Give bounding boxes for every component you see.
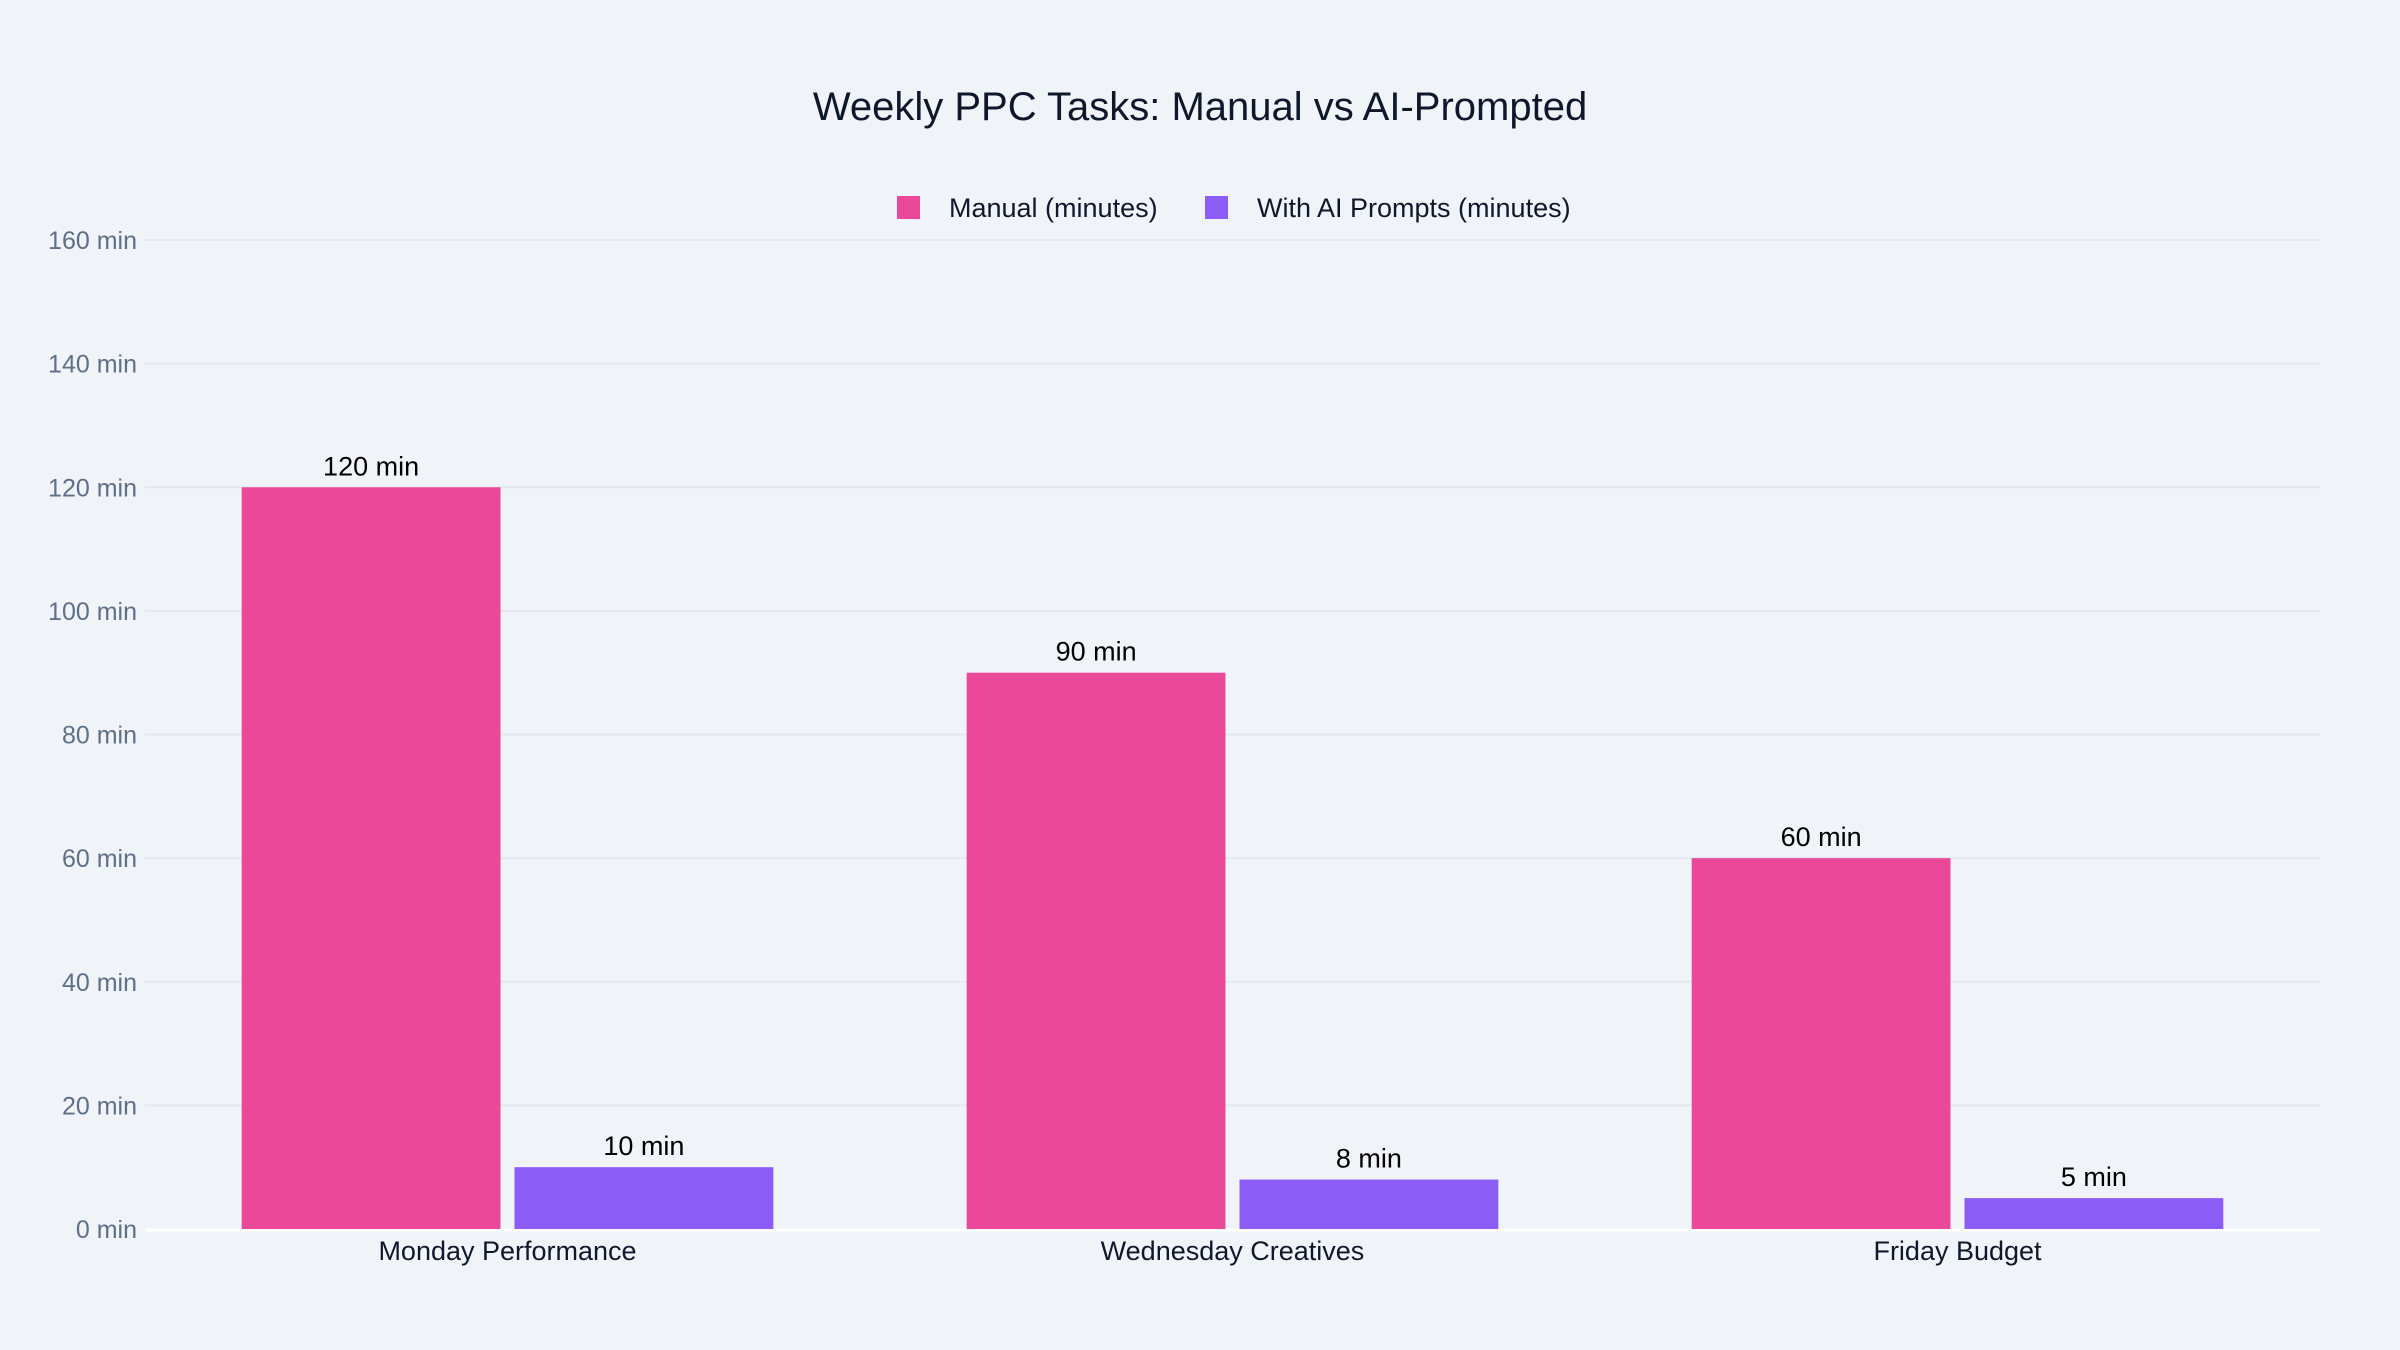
data-label: 120 min bbox=[323, 451, 419, 481]
x-tick-label: Friday Budget bbox=[1873, 1236, 2042, 1266]
y-tick-label: 40 min bbox=[62, 969, 137, 997]
legend: Manual (minutes) With AI Prompts (minutes… bbox=[897, 193, 1571, 223]
y-tick-label: 60 min bbox=[62, 845, 137, 873]
chart-title: Weekly PPC Tasks: Manual vs AI-Prompted bbox=[813, 85, 1587, 129]
y-tick-label: 140 min bbox=[48, 351, 137, 379]
bar-ai-2 bbox=[1964, 1198, 2224, 1229]
bar-ai-1 bbox=[1239, 1179, 1499, 1229]
bars: 120 min 10 min 90 min 8 min 60 min 5 min bbox=[241, 451, 2224, 1229]
data-label: 90 min bbox=[1056, 637, 1137, 667]
bar-manual-2 bbox=[1691, 858, 1951, 1229]
bar-manual-0 bbox=[241, 487, 501, 1229]
legend-swatch bbox=[1205, 196, 1228, 219]
data-label: 10 min bbox=[603, 1131, 684, 1161]
bar-ai-0 bbox=[514, 1167, 774, 1229]
data-label: 8 min bbox=[1336, 1144, 1402, 1174]
bar-manual-1 bbox=[966, 672, 1226, 1229]
y-tick-label: 120 min bbox=[48, 474, 137, 502]
gridlines bbox=[145, 239, 2320, 1232]
legend-label: Manual (minutes) bbox=[949, 193, 1158, 223]
y-axis: 0 min 20 min 40 min 60 min 80 min 100 min 120 … bbox=[48, 227, 137, 1244]
y-tick-label: 20 min bbox=[62, 1092, 137, 1120]
data-label: 5 min bbox=[2061, 1162, 2127, 1192]
data-label: 60 min bbox=[1781, 822, 1862, 852]
y-tick-label: 160 min bbox=[48, 227, 137, 255]
y-tick-label: 100 min bbox=[48, 598, 137, 626]
legend-swatch bbox=[897, 196, 920, 219]
legend-label: With AI Prompts (minutes) bbox=[1257, 193, 1571, 223]
y-tick-label: 0 min bbox=[76, 1216, 137, 1244]
x-axis: Monday Performance Wednesday Creatives Fri… bbox=[378, 1236, 2042, 1266]
x-tick-label: Monday Performance bbox=[378, 1236, 636, 1266]
y-tick-label: 80 min bbox=[62, 722, 137, 750]
x-tick-label: Wednesday Creatives bbox=[1101, 1236, 1365, 1266]
